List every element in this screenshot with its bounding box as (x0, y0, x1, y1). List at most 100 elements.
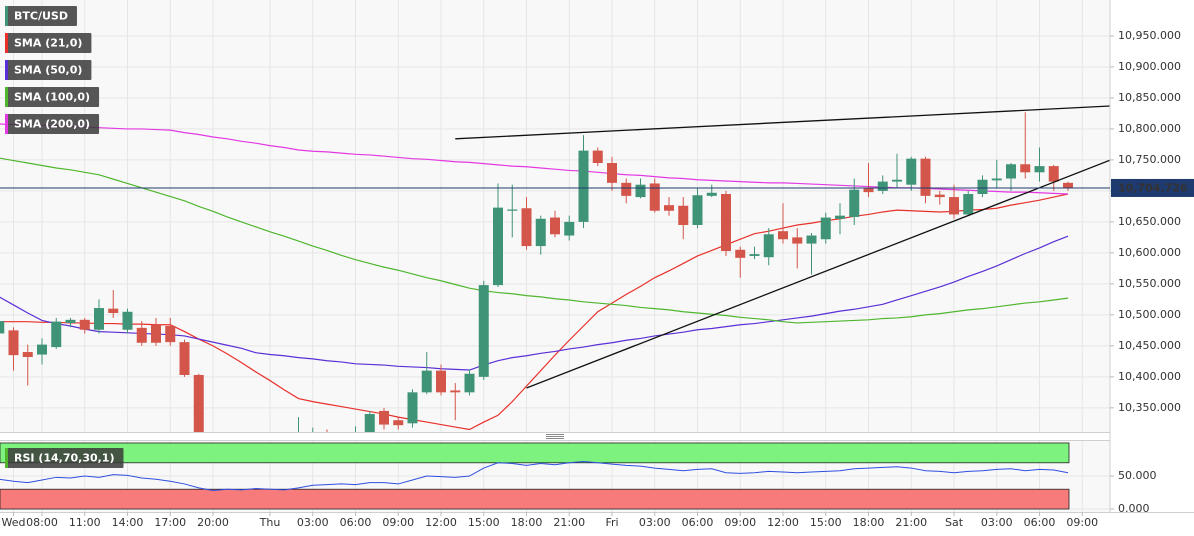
candle-body (564, 221, 575, 236)
candle-body (51, 321, 62, 348)
candle-body (678, 205, 689, 225)
candle-body (949, 197, 959, 215)
candle-body (991, 178, 1002, 181)
x-tick-label: 18:00 (853, 516, 885, 529)
candle-body (336, 438, 346, 439)
candle-body (407, 392, 418, 424)
x-tick-label: Thu (259, 516, 281, 529)
legend-item[interactable]: BTC/USD (5, 6, 77, 26)
x-tick-label: Fri (605, 516, 618, 529)
candle-body (464, 373, 475, 393)
candle-body (0, 321, 5, 334)
x-tick-label: 21:00 (553, 516, 585, 529)
candle-body (65, 319, 76, 323)
candle-body (934, 194, 945, 198)
candle-body (735, 249, 746, 258)
legend-box (5, 87, 100, 107)
candle-body (550, 217, 560, 235)
x-tick-label: 03:00 (639, 516, 671, 529)
candle-body (706, 192, 717, 196)
legend-box (5, 114, 100, 134)
candle-body (22, 352, 33, 358)
candle-body (122, 311, 133, 330)
x-tick-label: 03:00 (297, 516, 329, 529)
candle-body (421, 370, 432, 393)
x-tick-label: 20:00 (197, 516, 229, 529)
candle-body (521, 208, 532, 247)
legend-item[interactable]: SMA (21,0) (5, 33, 92, 53)
candle-body (664, 205, 674, 211)
candle-body (892, 179, 902, 182)
y-tick-label: 10,600.000 (1118, 246, 1181, 259)
x-tick-label: 15:00 (468, 516, 500, 529)
y-tick-label: 10,650.000 (1118, 215, 1181, 228)
candle-body (94, 308, 104, 330)
candle-body (1034, 166, 1045, 173)
y-tick-label: 10,850.000 (1118, 91, 1181, 104)
candle-body (478, 285, 489, 377)
legend-label: SMA (200,0) (14, 118, 90, 131)
last-price-box (1111, 178, 1194, 197)
candle-body (1048, 166, 1059, 182)
candle-body (792, 237, 803, 244)
legend-item[interactable]: RSI (14,70,30,1) (5, 448, 124, 468)
x-tick-label: 08:00 (26, 516, 58, 529)
legend-box (5, 33, 92, 53)
sma-line (0, 157, 1069, 324)
x-tick-label: 09:00 (724, 516, 756, 529)
legend-item[interactable]: SMA (200,0) (5, 114, 100, 134)
y-tick-label: 10,350.000 (1118, 401, 1181, 414)
candle-body (179, 342, 190, 375)
candle-body (535, 218, 546, 247)
legend-swatch (5, 87, 8, 107)
legend: BTC/USD SMA (21,0) SMA (50,0) SMA (100,0) SM… (5, 6, 124, 468)
y-tick-label: 10,900.000 (1118, 60, 1181, 73)
candle-body (621, 182, 632, 196)
x-tick-label: 06:00 (340, 516, 372, 529)
candle-body (379, 410, 389, 425)
y-tick-label: 0.000 (1118, 502, 1150, 515)
legend-swatch (5, 60, 8, 80)
legend-swatch (5, 6, 8, 26)
last-price-label: 10,704.726 (1118, 181, 1188, 194)
candle-body (635, 184, 646, 198)
legend-box (5, 6, 77, 26)
x-tick-label: 09:00 (1066, 516, 1098, 529)
candle-body (507, 209, 518, 211)
candle-body (136, 327, 147, 343)
candle-body (322, 436, 332, 439)
candle-body (963, 193, 974, 215)
x-tick-label: 03:00 (981, 516, 1013, 529)
sma-line (0, 235, 1069, 371)
rsi-line (0, 460, 1069, 492)
legend-swatch (5, 114, 8, 134)
legend-swatch (5, 448, 8, 468)
candle-body (835, 215, 845, 219)
resize-handle[interactable] (546, 434, 564, 439)
legend-item[interactable]: SMA (50,0) (5, 60, 92, 80)
candle-body (607, 163, 617, 183)
trend-line (455, 105, 1110, 140)
x-tick-label: Sat (945, 516, 964, 529)
legend-item[interactable]: SMA (100,0) (5, 87, 100, 107)
rsi-band (0, 442, 1070, 464)
x-tick-label: Wed (2, 516, 26, 529)
legend-label: BTC/USD (14, 10, 68, 23)
candle-body (849, 189, 860, 217)
legend-box (5, 60, 92, 80)
x-tick-label: 12:00 (425, 516, 457, 529)
candle-body (977, 179, 988, 194)
candle-body (763, 234, 774, 258)
rsi-plot (0, 442, 1070, 510)
sma-line (0, 193, 1069, 431)
y-tick-label: 10,950.000 (1118, 29, 1181, 42)
trend-line (526, 159, 1110, 389)
y-tick-label: 10,500.000 (1118, 308, 1181, 321)
candle-body (79, 319, 90, 330)
candle-body (806, 235, 817, 244)
candle-body (877, 181, 888, 191)
candle-body (778, 231, 788, 240)
candle-body (1006, 164, 1016, 179)
